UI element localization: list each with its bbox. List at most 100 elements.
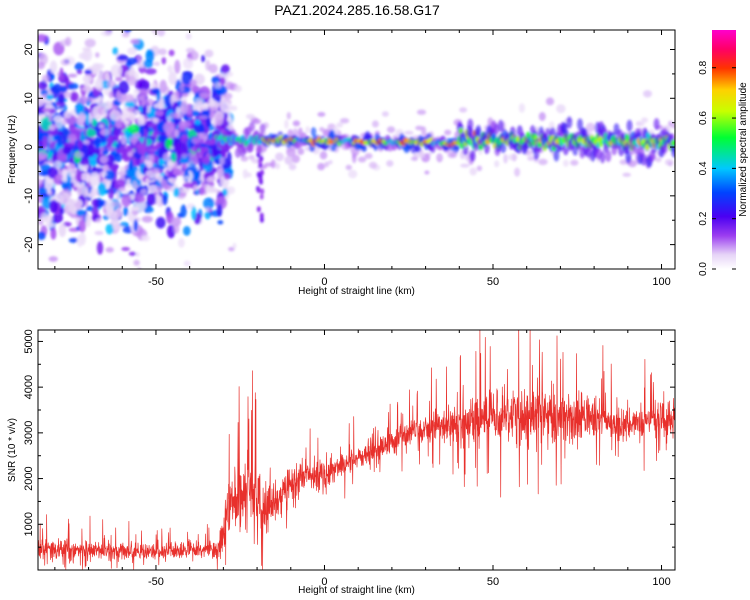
heat-blob — [214, 82, 222, 89]
heat-blob — [112, 47, 119, 55]
heat-blob — [104, 170, 116, 181]
heat-blob — [143, 59, 154, 69]
heat-blob — [144, 68, 157, 75]
heat-blob — [68, 237, 79, 243]
heat-blob — [171, 152, 177, 163]
heat-blob — [58, 223, 67, 238]
heat-blob — [157, 98, 166, 109]
heat-blob — [159, 79, 167, 94]
heat-blob — [259, 193, 264, 200]
heat-blob — [144, 98, 155, 107]
heat-blob — [127, 47, 137, 55]
heat-blob — [141, 215, 153, 223]
heat-blob — [371, 120, 379, 128]
heat-blob — [146, 192, 156, 206]
heat-blob — [198, 115, 208, 120]
snr-panel: -50 0 50 100 1000 2000 3000 4000 5000 Height of s… — [7, 329, 676, 596]
heat-blob — [664, 159, 674, 166]
heat-blob — [256, 171, 261, 178]
heat-blob — [130, 148, 136, 154]
heat-blob — [84, 38, 96, 48]
heat-blob — [50, 73, 55, 81]
heat-blob — [119, 222, 130, 227]
heat-blob — [288, 163, 297, 171]
heat-blob — [219, 156, 225, 166]
heat-blob — [207, 98, 213, 108]
heat-blob — [111, 200, 121, 208]
heat-blob — [381, 111, 389, 117]
heat-blob — [345, 164, 352, 171]
heat-blob — [223, 173, 231, 180]
heat-blob — [348, 169, 358, 179]
colorbar-gradient — [712, 30, 736, 269]
heat-blob — [259, 212, 264, 219]
heat-blob — [483, 142, 490, 154]
heat-blob — [563, 159, 569, 167]
heat-blob — [637, 121, 645, 127]
heat-blob — [204, 211, 211, 220]
heat-blob — [208, 63, 218, 74]
heat-blob — [643, 90, 652, 98]
heat-blob — [121, 247, 131, 251]
heat-blob — [168, 49, 175, 57]
heat-blob — [173, 187, 180, 198]
heat-blob — [38, 151, 47, 160]
heat-blob — [622, 172, 631, 177]
colorbar: 0.0 0.2 0.4 0.6 0.8 Normalized spectral ampli… — [698, 30, 749, 276]
heat-blob — [38, 34, 48, 43]
heat-blob — [133, 219, 138, 232]
heat-blob — [145, 144, 155, 156]
heat-blob — [115, 143, 121, 150]
heat-blob — [212, 148, 223, 155]
heat-blob — [62, 277, 70, 284]
x-tick-label: 100 — [652, 576, 670, 588]
heat-blob — [38, 94, 46, 107]
heat-blob — [62, 146, 72, 155]
heat-blob — [167, 177, 177, 183]
heat-blob — [77, 139, 83, 149]
heat-blob — [91, 62, 101, 74]
x-axis-label: Height of straight line (km) — [298, 585, 415, 596]
heat-blob — [500, 141, 507, 154]
heat-blob — [38, 231, 46, 240]
heat-blob — [292, 128, 299, 136]
heat-blob — [256, 187, 261, 194]
x-axis-label: Height of straight line (km) — [298, 286, 415, 297]
heat-blob — [671, 145, 675, 158]
heat-blob — [118, 187, 126, 193]
heat-blob — [317, 112, 326, 117]
heat-blob — [136, 169, 141, 178]
heat-blob — [653, 118, 660, 131]
heat-blob — [460, 163, 470, 168]
heat-blob — [43, 215, 54, 224]
heat-blob — [94, 136, 101, 150]
heat-blob — [467, 118, 474, 131]
heat-blob — [201, 102, 209, 112]
heat-blob — [104, 100, 113, 109]
heat-blob — [161, 57, 167, 65]
heat-blob — [88, 113, 93, 124]
y-axis-label: Frequency (Hz) — [7, 115, 18, 184]
heat-blob — [60, 58, 70, 66]
heat-blob — [256, 206, 261, 213]
snr-line — [38, 330, 675, 570]
heat-blob — [317, 162, 325, 171]
heat-blob — [91, 119, 97, 127]
heat-blob — [193, 184, 199, 191]
heat-blob — [183, 226, 191, 236]
heat-blob — [47, 134, 54, 144]
heat-blob — [139, 124, 145, 137]
heat-blob — [415, 125, 424, 131]
heat-blob — [81, 86, 93, 92]
x-tick-label: -50 — [148, 276, 164, 288]
heat-blob — [48, 256, 58, 262]
heat-blob — [134, 110, 141, 115]
heat-blob — [95, 218, 102, 223]
heat-blob — [185, 33, 192, 40]
heat-blob — [275, 152, 284, 162]
heat-blob — [182, 182, 194, 189]
heat-blob — [94, 230, 104, 236]
heat-blob — [174, 59, 181, 74]
x-tick-label: 100 — [652, 276, 670, 288]
heat-blob — [153, 61, 160, 66]
